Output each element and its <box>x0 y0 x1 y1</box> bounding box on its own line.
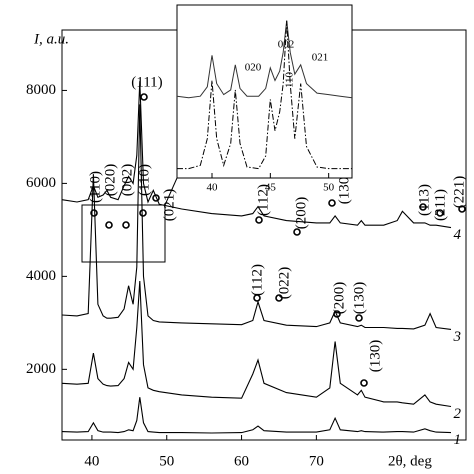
zoom-connector <box>164 177 178 206</box>
y-axis-label: I, a.u. <box>33 31 69 47</box>
peak-marker <box>293 228 301 236</box>
x-tick-label: 40 <box>207 182 219 194</box>
peak-marker <box>90 209 98 217</box>
peak-label: (221) <box>451 176 467 209</box>
peak-label: (130) <box>367 340 383 373</box>
peak-label: (211) <box>432 189 448 221</box>
x-tick-label: 45 <box>265 182 277 194</box>
peak-label: (020) <box>102 164 118 197</box>
peak-marker <box>458 205 466 213</box>
y-tick-label: 8000 <box>26 82 56 98</box>
inset-peak-label: 020 <box>245 62 262 74</box>
peak-label: (112) <box>255 184 271 216</box>
y-tick-label: 6000 <box>26 175 56 191</box>
peak-marker <box>105 221 113 229</box>
peak-marker <box>122 221 130 229</box>
series-line <box>61 280 452 408</box>
peak-label: (200) <box>331 282 347 315</box>
peak-label: (130) <box>351 282 367 315</box>
x-tick-label: 40 <box>84 453 99 469</box>
peak-marker <box>255 216 263 224</box>
peak-marker <box>253 294 261 302</box>
peak-label: (002) <box>119 164 135 197</box>
peak-label: (110) <box>87 171 103 203</box>
x-tick-label: 60 <box>234 453 249 469</box>
peak-marker <box>328 199 336 207</box>
inset-peak-label: 021 <box>312 52 329 64</box>
peak-label: (021) <box>161 189 177 222</box>
x-tick-label: 50 <box>159 453 174 469</box>
peak-marker <box>152 194 160 202</box>
series-line <box>61 81 452 229</box>
x-tick-label: 50 <box>323 182 335 194</box>
peak-marker <box>139 209 147 217</box>
peak-label: (112) <box>249 264 265 296</box>
series-label: 4 <box>454 227 462 243</box>
zoom-box <box>81 177 178 263</box>
peak-label: (022) <box>276 267 292 300</box>
series-line <box>176 20 353 99</box>
series-label: 2 <box>454 406 462 422</box>
inset-peak-label: 110 <box>284 71 296 88</box>
y-tick-label: 2000 <box>26 361 56 377</box>
y-tick-label: 4000 <box>26 268 56 284</box>
peak-marker <box>333 310 341 318</box>
series-line <box>177 20 352 170</box>
series-line <box>61 104 452 330</box>
peak-label: (111) <box>131 74 162 90</box>
peak-label: (130) <box>336 172 352 205</box>
zoom-rect <box>81 204 166 263</box>
peak-label: (113) <box>416 184 432 216</box>
series-label: 3 <box>453 329 462 345</box>
series-label: 1 <box>454 432 462 448</box>
peak-label: (200) <box>293 197 309 230</box>
peak-marker <box>355 314 363 322</box>
peak-marker <box>360 379 368 387</box>
peak-marker <box>419 203 427 211</box>
inset-peak-label: 002 <box>278 39 295 51</box>
peak-marker <box>140 93 148 101</box>
x-tick-label: 70 <box>309 453 324 469</box>
series-line <box>61 397 452 434</box>
peak-marker <box>275 294 283 302</box>
x-axis-label: 2θ, deg <box>388 453 432 469</box>
plot-frame <box>176 4 353 179</box>
peak-marker <box>436 209 444 217</box>
peak-label: (110) <box>136 164 152 196</box>
